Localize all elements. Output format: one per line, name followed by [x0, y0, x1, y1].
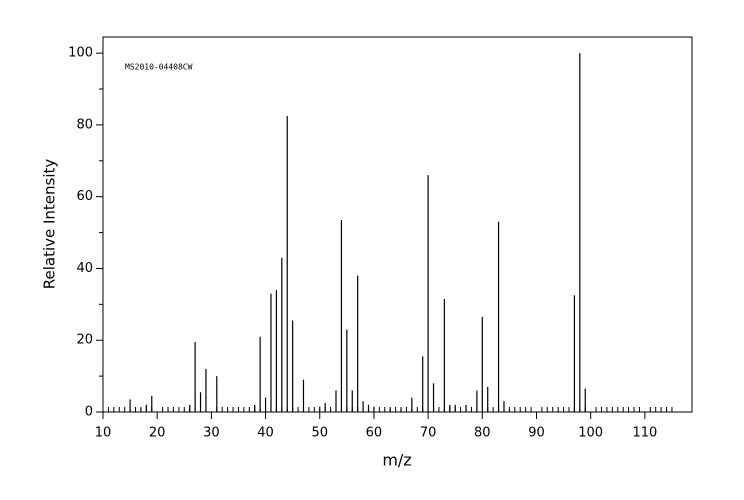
y-tick-label: 80	[76, 117, 93, 132]
annotation: MS2010-04408CW	[125, 63, 193, 72]
x-tick-label: 100	[578, 426, 603, 441]
y-axis-label: Relative Intensity	[41, 159, 59, 290]
y-tick-label: 20	[76, 333, 93, 348]
x-tick-label: 110	[632, 426, 657, 441]
x-tick-label: 40	[257, 426, 274, 441]
y-tick-label: 100	[68, 46, 93, 61]
y-tick-label: 0	[85, 405, 93, 420]
y-tick-label: 40	[76, 261, 93, 276]
y-tick-label: 60	[76, 189, 93, 204]
x-tick-label: 80	[474, 426, 491, 441]
x-tick-label: 50	[311, 426, 328, 441]
x-tick-label: 60	[366, 426, 383, 441]
x-tick-label: 20	[149, 426, 166, 441]
x-tick-label: 70	[420, 426, 437, 441]
x-tick-label: 10	[95, 426, 112, 441]
x-tick-label: 30	[203, 426, 220, 441]
x-tick-label: 90	[528, 426, 545, 441]
plot-frame	[102, 36, 693, 413]
x-axis-label: m/z	[382, 451, 411, 470]
